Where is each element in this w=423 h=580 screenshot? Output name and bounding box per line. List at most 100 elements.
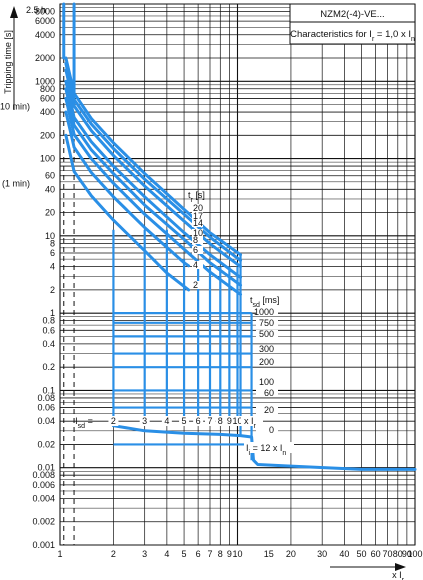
y-tick-label: 60 <box>45 171 55 181</box>
isd-label-bg <box>232 416 243 426</box>
tsd-zero-curve <box>111 424 417 471</box>
y-tick-label: 2000 <box>35 53 55 63</box>
y-tick-label: 200 <box>40 130 55 140</box>
isd-label-bg <box>161 416 172 426</box>
y-tick-label: 800 <box>40 84 55 94</box>
isd-label-bg <box>108 416 119 426</box>
tr-label-bg <box>192 212 203 220</box>
tr-label-bg <box>192 219 203 227</box>
y-tick-label: 4000 <box>35 30 55 40</box>
x-tick-label: 7 <box>207 549 212 559</box>
ii-label-bg <box>244 442 294 453</box>
y-tick-label: 20 <box>45 208 55 218</box>
x-tick-label: 15 <box>264 549 274 559</box>
tsd-label-bg <box>256 406 278 414</box>
tsd-label-bg <box>256 319 278 327</box>
x-tick-label: 100 <box>407 549 422 559</box>
tr-value-label: 6 <box>193 245 198 255</box>
y-tick-label: 0.008 <box>32 470 55 480</box>
tsd-label-bg <box>256 308 278 316</box>
x-tick-label: 70 <box>382 549 392 559</box>
isd-label-bg <box>179 416 190 426</box>
tr-label-bg <box>192 261 203 269</box>
y-tick-label: 0.2 <box>42 362 55 372</box>
x-tick-label: 2 <box>111 549 116 559</box>
y-tick-label: 0.002 <box>32 517 55 527</box>
x-tick-label: 30 <box>317 549 327 559</box>
tr-curve <box>64 62 242 262</box>
y-tick-label: 0.004 <box>32 493 55 503</box>
y-top-label: 2.5 h <box>26 5 46 15</box>
isd-label-bg <box>193 416 204 426</box>
isd-value-label: 5 <box>182 416 187 426</box>
tsd-value-label: 1000 <box>254 307 274 317</box>
tsd-value-label: 20 <box>264 405 274 415</box>
isd-value-label: 8 <box>218 416 223 426</box>
tr-curve <box>64 87 242 287</box>
y-tick-label: 0.08 <box>37 393 55 403</box>
x-tick-label: 60 <box>371 549 381 559</box>
isd-label-bg <box>139 416 150 426</box>
x-tick-label: 40 <box>339 549 349 559</box>
y-tick-label: 0.02 <box>37 439 55 449</box>
tsd-value-label: 750 <box>259 318 274 328</box>
tr-label-bg <box>192 229 203 237</box>
tsd-label-bg <box>256 426 278 434</box>
chart-title: NZM2(-4)-VE... <box>320 9 384 20</box>
tsd-value-label: 200 <box>259 357 274 367</box>
y-tick-label: 4 <box>50 262 55 272</box>
x-tick-label: 80 <box>393 549 403 559</box>
isd-label-bg <box>224 416 235 426</box>
title-box <box>289 3 416 45</box>
tsd-value-label: 60 <box>264 388 274 398</box>
curves <box>62 2 417 471</box>
y-tick-label: 600 <box>40 93 55 103</box>
tr-label-bg <box>192 281 203 289</box>
isd-value-label: 7 <box>207 416 212 426</box>
y-tick-label: 0.04 <box>37 416 55 426</box>
y-tick-label: 0.4 <box>42 339 55 349</box>
tsd-label-bg <box>256 378 278 386</box>
isd-value-label: 10 <box>232 416 242 426</box>
x-tick-label: 90 <box>402 549 412 559</box>
y-tick-label: 0.6 <box>42 325 55 335</box>
isd-label: Isd = <box>75 416 93 430</box>
tsd-label-bg <box>256 330 278 338</box>
isd-suffix-bg <box>241 416 263 426</box>
tr-value-label: 8 <box>193 235 198 245</box>
tsd-value-label: 100 <box>259 377 274 387</box>
y-tick-label: 6 <box>50 248 55 258</box>
x-tick-label: 6 <box>196 549 201 559</box>
labels: NZM2(-4)-VE... Characteristics for Ir = 1… <box>0 3 423 580</box>
upper-limit-line <box>62 2 76 95</box>
isd-value-label: 4 <box>164 416 169 426</box>
y-tick-label: 0.06 <box>37 403 55 413</box>
tr-value-label: 14 <box>193 218 203 228</box>
x-tick-label: 1 <box>57 549 62 559</box>
y-tick-label: 40 <box>45 184 55 194</box>
x-tick-label: 50 <box>357 549 367 559</box>
y-tick-label: 2 <box>50 285 55 295</box>
tsd-value-label: 500 <box>259 329 274 339</box>
tr-curve <box>64 96 242 296</box>
x-tick-label: 10 <box>232 549 242 559</box>
x-axis-label: x Ir <box>392 570 405 580</box>
isd-value-label: 2 <box>111 416 116 426</box>
tr-value-label: 17 <box>193 211 203 221</box>
tsd-label-bg <box>256 345 278 353</box>
y-axis-label: Tripping time [s] <box>3 30 13 94</box>
y-tick-label: 0.001 <box>32 540 55 550</box>
x-tick-label: 9 <box>227 549 232 559</box>
tsd-value-label: 0 <box>269 425 274 435</box>
y-tick-label: 0.1 <box>42 385 55 395</box>
x-tick-label: 3 <box>142 549 147 559</box>
x-tick-label: 4 <box>164 549 169 559</box>
tr-curve <box>64 56 242 257</box>
y-tick-label: 400 <box>40 107 55 117</box>
tsd-label-bg <box>256 389 278 397</box>
tr-curve <box>64 79 242 279</box>
tr-label-bg <box>192 246 203 254</box>
tr-value-label: 20 <box>193 203 203 213</box>
y-extra-label: (1 min) <box>2 179 30 189</box>
y-tick-label: 1 <box>50 308 55 318</box>
